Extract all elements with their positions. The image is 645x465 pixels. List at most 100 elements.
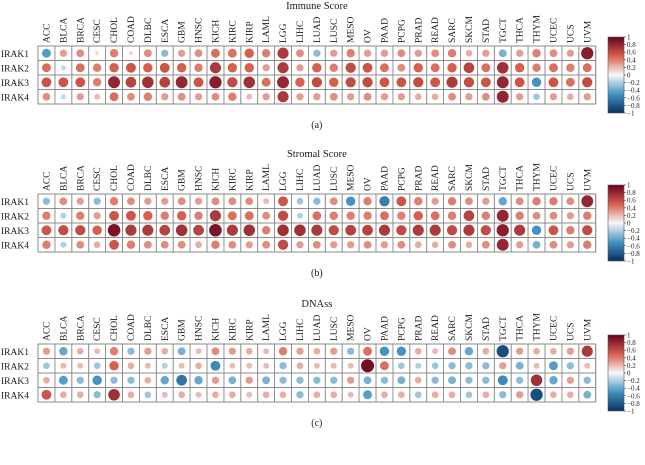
column-label: LAML: [262, 16, 272, 43]
correlation-dot: [143, 63, 153, 73]
correlation-dot: [243, 224, 256, 237]
correlation-dot: [380, 376, 389, 384]
correlation-dot: [381, 391, 388, 399]
colorbar-tick-label: 1: [627, 34, 631, 42]
correlation-dot: [347, 376, 355, 384]
correlation-dot: [431, 241, 439, 249]
correlation-dot: [330, 347, 338, 355]
column-label: THCA: [516, 17, 526, 43]
correlation-dot: [76, 347, 84, 355]
column-label: LUAD: [313, 164, 323, 191]
correlation-dot: [159, 76, 171, 88]
correlation-dot: [550, 347, 557, 355]
correlation-dot: [228, 197, 237, 206]
correlation-dot: [481, 240, 490, 249]
column-label: LUSC: [330, 167, 340, 191]
correlation-dot: [194, 211, 203, 220]
correlation-dot: [175, 224, 188, 237]
correlation-dot: [246, 93, 253, 100]
correlation-dot: [262, 391, 270, 399]
correlation-dot: [415, 362, 422, 369]
panel-title: DNAss: [301, 299, 332, 310]
correlation-dot: [532, 211, 541, 220]
correlation-dot: [396, 346, 407, 356]
panel-immune-score: Immune Score ACC BLCA BRCA CESC CHOL COAD DLBC E…: [1, 1, 640, 131]
correlation-dot: [313, 49, 321, 57]
correlation-dot: [195, 362, 202, 370]
column-label: COAD: [127, 16, 137, 43]
correlation-dot: [126, 210, 136, 221]
correlation-dot: [93, 241, 101, 249]
column-label: LIHC: [296, 319, 306, 341]
correlation-dot: [144, 362, 151, 369]
correlation-dot: [244, 63, 254, 73]
correlation-dot: [277, 76, 289, 89]
correlation-dot: [177, 197, 186, 206]
correlation-dot: [329, 211, 338, 220]
column-label: CESC: [93, 167, 103, 191]
correlation-dot: [41, 389, 52, 400]
correlation-dot: [330, 49, 338, 57]
correlation-dot: [296, 391, 304, 399]
colorbar-tick-label: −0.2: [627, 79, 640, 87]
column-label: OV: [364, 327, 374, 341]
correlation-dot: [329, 197, 338, 206]
correlation-dot: [414, 391, 422, 399]
correlation-dot: [296, 212, 303, 219]
correlation-dot: [160, 376, 169, 385]
correlation-dot: [515, 211, 524, 220]
correlation-dot: [447, 63, 457, 73]
column-label: UCS: [566, 173, 576, 191]
correlation-dot: [277, 91, 289, 103]
correlation-dot: [263, 348, 270, 355]
correlation-dot: [226, 224, 238, 236]
correlation-dot: [109, 63, 119, 73]
correlation-dot: [313, 376, 321, 384]
correlation-dot: [261, 49, 271, 58]
correlation-dot: [144, 376, 152, 384]
correlation-dot: [76, 211, 85, 220]
correlation-dot: [330, 362, 337, 369]
correlation-dot: [262, 240, 271, 249]
correlation-dot: [58, 225, 69, 236]
column-label: DLBC: [144, 316, 154, 341]
column-label: HNSC: [195, 166, 205, 191]
correlation-dot: [262, 376, 271, 385]
correlation-dot: [347, 347, 355, 355]
correlation-dot: [127, 376, 135, 384]
column-label: PRAD: [414, 316, 424, 341]
correlation-dot: [496, 238, 509, 251]
colorbar-tick-label: 0.4: [627, 204, 636, 212]
correlation-dot: [448, 391, 456, 399]
correlation-dot: [481, 63, 491, 73]
correlation-dot: [161, 391, 168, 398]
column-label: PRAD: [414, 18, 424, 43]
column-label: BLCA: [59, 316, 69, 341]
correlation-dot: [463, 224, 475, 236]
correlation-dot: [246, 391, 253, 398]
correlation-dot: [345, 196, 356, 206]
correlation-dot: [363, 211, 372, 220]
colorbar-tick-label: −0.8: [627, 102, 640, 110]
correlation-dot: [496, 224, 509, 237]
correlation-dot: [107, 223, 121, 237]
column-label: UVM: [583, 20, 593, 43]
correlation-dot: [194, 63, 203, 72]
panel-title: Stromal Score: [287, 149, 347, 160]
correlation-dot: [109, 210, 119, 221]
correlation-dot: [516, 391, 524, 399]
correlation-dot: [448, 92, 456, 101]
correlation-dot: [278, 347, 288, 356]
colorbar-tick-label: 0.2: [627, 362, 636, 370]
column-label: GBM: [178, 169, 188, 191]
colorbar-tick-label: 0.4: [627, 354, 636, 362]
correlation-dot: [583, 93, 591, 101]
correlation-dot: [41, 48, 51, 58]
column-label: OV: [364, 177, 374, 191]
correlation-dot: [396, 196, 407, 207]
correlation-dot: [363, 240, 372, 249]
column-label: MESO: [347, 164, 357, 191]
correlation-dot: [446, 225, 458, 236]
correlation-dot: [161, 197, 169, 205]
correlation-dot: [413, 211, 423, 221]
